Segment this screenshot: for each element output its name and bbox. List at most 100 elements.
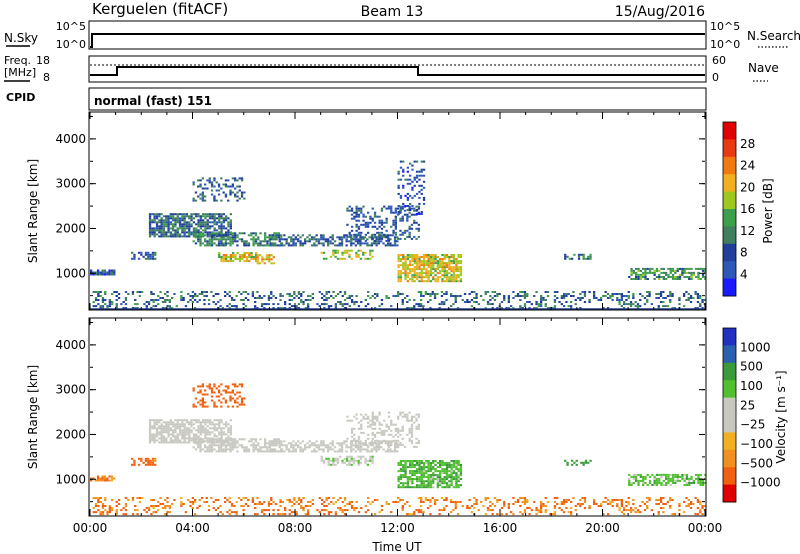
range-cell	[151, 459, 155, 462]
range-cell	[192, 183, 195, 186]
range-cell	[280, 236, 283, 239]
range-cell	[544, 511, 547, 514]
range-cell	[286, 293, 289, 295]
range-cell	[410, 435, 414, 438]
range-cell	[192, 389, 195, 392]
range-cell	[411, 482, 414, 485]
range-cell	[327, 446, 330, 449]
colorbar-segment	[723, 191, 736, 210]
range-cell	[288, 293, 291, 295]
range-cell	[409, 270, 412, 273]
range-cell	[168, 299, 171, 301]
range-cell	[697, 473, 700, 476]
range-cell	[147, 461, 150, 464]
range-cell	[183, 437, 186, 440]
range-cell	[210, 446, 214, 449]
range-cell	[382, 242, 385, 245]
range-cell	[635, 276, 638, 278]
range-cell	[427, 266, 430, 269]
range-cell	[265, 303, 268, 306]
range-cell	[648, 475, 652, 478]
range-cell	[218, 437, 221, 440]
range-cell	[415, 441, 418, 444]
range-cell	[320, 293, 324, 295]
range-cell	[418, 274, 421, 277]
range-cell	[434, 460, 437, 462]
range-cell	[588, 507, 591, 509]
range-cell	[528, 507, 531, 509]
range-cell	[655, 276, 659, 278]
range-cell	[176, 219, 179, 222]
range-cell	[153, 441, 156, 444]
range-cell	[234, 385, 237, 388]
range-cell	[646, 267, 649, 270]
range-cell	[213, 177, 216, 180]
range-cell	[595, 503, 598, 505]
range-cell	[208, 227, 212, 230]
range-cell	[367, 497, 370, 499]
range-cell	[658, 276, 661, 278]
range-cell	[334, 457, 337, 460]
range-cell	[628, 479, 631, 482]
range-cell	[457, 274, 460, 277]
range-cell	[336, 236, 339, 239]
range-cell	[671, 295, 674, 297]
range-cell	[415, 427, 418, 430]
range-cell	[434, 274, 437, 277]
range-cell	[399, 470, 403, 473]
range-cell	[546, 291, 550, 293]
range-cell	[231, 446, 234, 449]
range-cell	[240, 385, 244, 388]
range-cell	[589, 255, 592, 258]
range-cell	[153, 213, 156, 216]
range-cell	[406, 213, 409, 216]
range-cell	[155, 223, 159, 226]
range-cell	[689, 295, 693, 297]
range-cell	[243, 403, 246, 406]
range-cell	[213, 238, 216, 241]
range-cell	[195, 435, 198, 438]
range-cell	[699, 278, 702, 280]
range-cell	[688, 271, 691, 274]
range-cell	[247, 448, 251, 451]
range-cell	[275, 438, 278, 441]
range-cell	[404, 470, 407, 473]
range-cell	[188, 231, 191, 234]
range-cell	[362, 415, 365, 418]
range-cell	[402, 258, 405, 260]
range-cell	[165, 221, 168, 224]
range-cell	[346, 419, 349, 422]
range-cell	[218, 217, 221, 220]
range-cell	[422, 482, 426, 485]
range-cell	[454, 505, 457, 507]
range-cell	[153, 229, 156, 232]
range-cell	[373, 221, 377, 224]
range-cell	[639, 479, 642, 482]
range-cell	[183, 229, 186, 232]
range-cell	[393, 244, 397, 247]
range-cell	[329, 236, 332, 239]
range-cell	[409, 256, 412, 258]
range-cell	[415, 276, 419, 279]
range-cell	[537, 509, 540, 512]
range-cell	[241, 254, 244, 256]
range-cell	[563, 499, 566, 501]
range-cell	[278, 450, 281, 453]
range-cell	[176, 423, 179, 426]
range-cell	[420, 272, 423, 275]
range-cell	[220, 427, 223, 430]
range-cell	[339, 303, 342, 306]
range-cell	[185, 221, 189, 224]
range-cell	[101, 271, 104, 274]
range-cell	[431, 291, 434, 293]
range-cell	[277, 513, 280, 516]
range-cell	[306, 240, 309, 243]
range-cell	[665, 273, 668, 276]
range-cell	[523, 295, 527, 297]
range-cell	[415, 237, 418, 240]
range-cell	[443, 303, 446, 306]
range-cell	[397, 435, 400, 438]
range-cell	[330, 305, 333, 308]
range-cell	[194, 299, 197, 301]
range-cell	[108, 511, 111, 514]
